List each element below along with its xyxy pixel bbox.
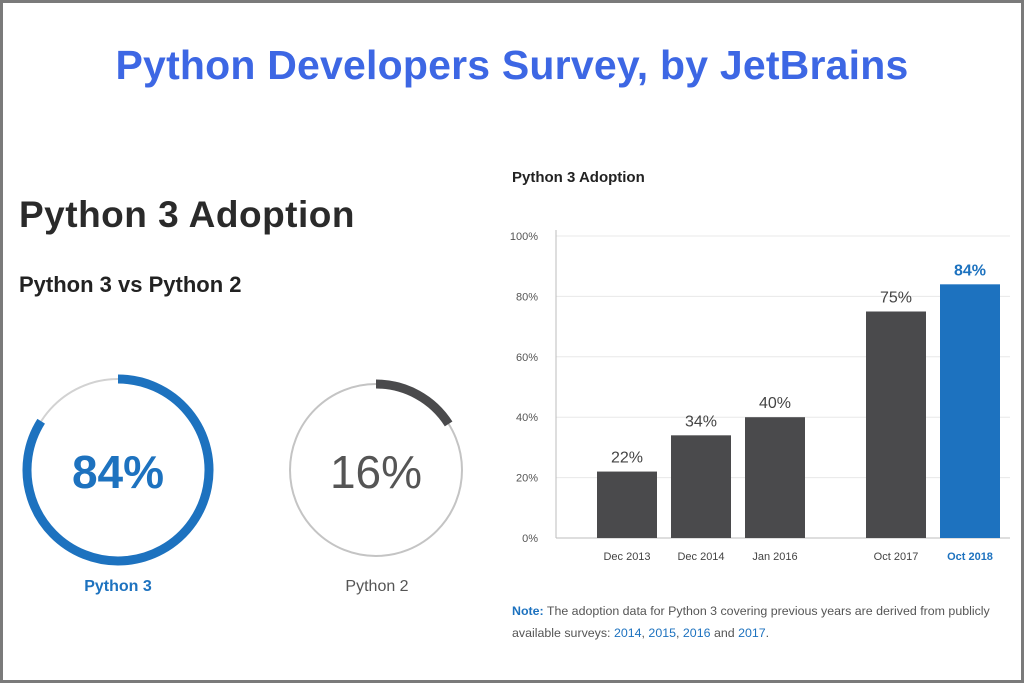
python2-donut-arc	[375, 379, 453, 427]
note-sep: ,	[676, 626, 680, 640]
python3-percent: 84%	[72, 446, 164, 498]
survey-link-2017[interactable]: 2017	[738, 626, 766, 640]
bar	[597, 471, 657, 538]
page-title: Python Developers Survey, by JetBrains	[115, 42, 909, 88]
bar	[866, 311, 926, 538]
python3-donut: 84%	[22, 374, 214, 566]
survey-link-2016[interactable]: 2016	[682, 626, 711, 640]
comparison-subheading: Python 3 vs Python 2	[19, 272, 242, 297]
bar-chart: 0% 20% 40% 60% 80% 100% 22% Dec 2013 34% Dec 2014…	[510, 230, 1010, 563]
bar-value-label: 22%	[611, 450, 643, 467]
python2-donut: 16%	[289, 379, 463, 557]
note-text: The adoption data for Python 3 covering …	[512, 604, 990, 640]
python2-percent: 16%	[330, 446, 422, 498]
note-and: and	[713, 626, 735, 640]
x-tick-label: Oct 2017	[874, 551, 919, 563]
bar-value-label: 40%	[759, 395, 791, 412]
note: Note: The adoption data for Python 3 cov…	[512, 600, 1002, 644]
y-tick-label: 40%	[516, 412, 538, 424]
bar-value-label: 75%	[880, 290, 912, 307]
bar-value-label: 84%	[954, 262, 986, 279]
y-tick-label: 60%	[516, 352, 538, 364]
y-tick-label: 0%	[522, 533, 538, 545]
bar	[940, 284, 1000, 538]
python2-caption: Python 2	[345, 578, 409, 595]
donut-charts: 84% 16%	[22, 374, 463, 566]
y-tick-label: 20%	[516, 473, 538, 485]
note-label: Note:	[512, 604, 544, 618]
bar-value-label: 34%	[685, 413, 717, 430]
x-tick-label: Dec 2014	[677, 551, 724, 563]
survey-link-2014[interactable]: 2014	[613, 626, 642, 640]
note-sep: ,	[641, 626, 645, 640]
x-tick-label: Jan 2016	[752, 551, 797, 563]
bar	[745, 417, 805, 538]
x-tick-label: Dec 2013	[603, 551, 650, 563]
y-tick-label: 80%	[516, 291, 538, 303]
survey-link-2015[interactable]: 2015	[648, 626, 676, 640]
y-tick-label: 100%	[510, 231, 538, 243]
python3-donut-arc	[22, 374, 214, 566]
x-tick-label: Oct 2018	[947, 551, 993, 563]
adoption-heading: Python 3 Adoption	[19, 194, 355, 235]
python3-caption: Python 3	[84, 578, 152, 595]
bar	[671, 435, 731, 538]
note-end: .	[765, 626, 770, 640]
chart-title: Python 3 Adoption	[512, 169, 645, 186]
